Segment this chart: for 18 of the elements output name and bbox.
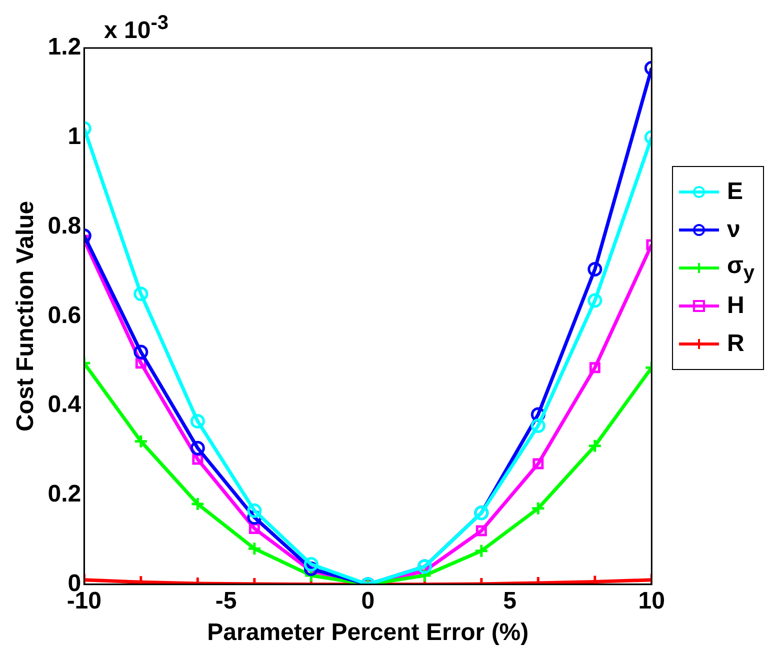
- y-tick-label: 0.6: [48, 302, 82, 329]
- y-tick-label: 0.4: [48, 391, 82, 418]
- y-tick-label: 1.2: [48, 34, 82, 61]
- x-tick-label: -5: [215, 587, 237, 614]
- y-tick-label: 0.8: [48, 212, 82, 240]
- y-axis-title: Cost Function Value: [12, 200, 40, 432]
- text: x 10$^{-3}$: [104, 12, 169, 45]
- legend-label: E: [727, 178, 744, 206]
- y-tick-label: 1: [68, 123, 82, 150]
- x-tick-label: 0: [361, 587, 375, 614]
- legend-label: H: [727, 292, 744, 320]
- legend-label: R: [727, 330, 744, 358]
- y-tick-label: 0.2: [48, 480, 82, 508]
- x-tick-label: 10: [638, 587, 666, 614]
- x-tick-label: 5: [503, 587, 516, 614]
- legend-label: ν: [727, 216, 740, 244]
- legend-label: σ$_{y}$: [727, 252, 755, 284]
- x-axis-title: Parameter Percent Error (%): [207, 619, 529, 646]
